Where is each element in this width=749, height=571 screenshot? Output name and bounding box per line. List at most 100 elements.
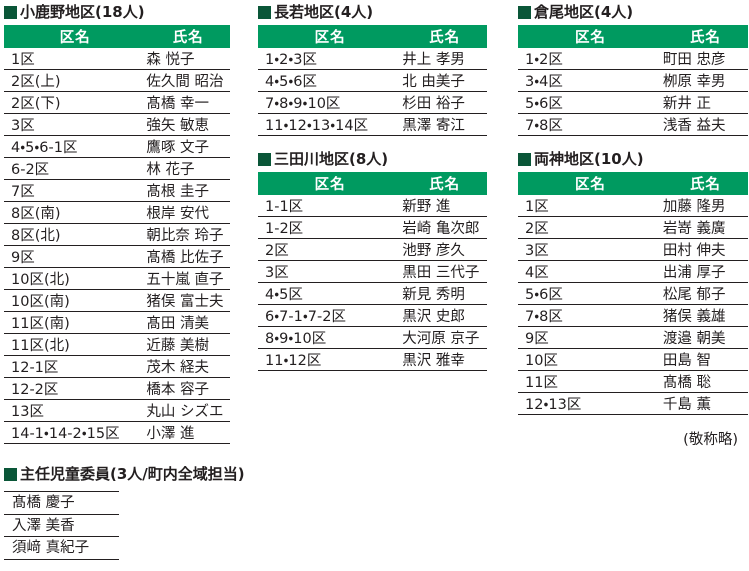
district-cell: 9区 xyxy=(4,245,147,268)
column-header-name: 氏名 xyxy=(402,172,487,195)
district-cell: 6・7-1・7-2区 xyxy=(258,304,403,327)
district-cell: 7区 xyxy=(4,179,147,202)
name-cell: 渡邉 朝美 xyxy=(662,326,748,349)
name-cell: 林 花子 xyxy=(146,157,230,180)
section-mitagawa: 三田川地区(8人) 区名 氏名 1-1区 新野 進 xyxy=(258,151,487,371)
district-cell: 7・8区 xyxy=(518,304,663,327)
chief-member-name: 入澤 美香 xyxy=(4,515,119,537)
district-cell: 1・2・3区 xyxy=(258,48,403,70)
square-bullet-icon xyxy=(518,6,531,19)
name-cell: 岩嵜 義廣 xyxy=(662,216,748,239)
name-cell: 千島 薫 xyxy=(662,392,748,415)
district-cell: 11・12・13・14区 xyxy=(258,113,403,136)
district-cell: 1・2区 xyxy=(518,48,663,70)
members-table-ogano: 区名 氏名 1区 森 悦子 2区(上) 佐久間 昭治 xyxy=(4,25,230,444)
section-nagawaka: 長若地区(4人) 区名 氏名 1・2・3区 井上 孝男 xyxy=(258,4,487,136)
section-heading: 三田川地区(8人) xyxy=(258,151,487,168)
section-ryokami: 両神地区(10人) 区名 氏名 1区 加藤 隆男 xyxy=(518,151,748,449)
table-header-row: 区名 氏名 xyxy=(518,172,748,195)
district-cell: 1-1区 xyxy=(258,195,403,217)
district-cell: 9区 xyxy=(518,326,663,349)
table-row: 4・5区 新見 秀明 xyxy=(258,282,487,305)
section-title: 倉尾地区(4人) xyxy=(534,3,634,21)
name-cell: 新見 秀明 xyxy=(402,282,487,305)
district-cell: 14-1・14-2・15区 xyxy=(4,421,147,444)
table-header-row: 区名 氏名 xyxy=(258,25,487,48)
name-cell: 橋本 容子 xyxy=(146,377,230,400)
chief-members-list: 髙橋 慶子 入澤 美香 須﨑 真紀子 xyxy=(4,491,119,560)
name-cell: 杉田 裕子 xyxy=(402,91,487,114)
district-cell: 3・4区 xyxy=(518,69,663,92)
name-cell: 茂木 経夫 xyxy=(146,355,230,378)
district-cell: 10区 xyxy=(518,348,663,371)
district-cell: 8区(北) xyxy=(4,223,147,246)
name-cell: 井上 孝男 xyxy=(402,48,487,70)
table-row: 5・6区 松尾 郁子 xyxy=(518,282,748,305)
section-heading: 小鹿野地区(18人) xyxy=(4,4,230,21)
table-row: 7・8・9・10区 杉田 裕子 xyxy=(258,91,487,114)
section-title: 三田川地区(8人) xyxy=(274,150,389,168)
district-cell: 4区 xyxy=(518,260,663,283)
square-bullet-icon xyxy=(4,468,17,481)
name-cell: 田島 智 xyxy=(662,348,748,371)
table-row: 8・9・10区 大河原 京子 xyxy=(258,326,487,349)
district-cell: 13区 xyxy=(4,399,147,422)
table-row: 2区 池野 彦久 xyxy=(258,238,487,261)
district-cell: 3区 xyxy=(258,260,403,283)
district-cell: 10区(北) xyxy=(4,267,147,290)
name-cell: 黒澤 寄江 xyxy=(402,113,487,136)
table-row: 2区 岩嵜 義廣 xyxy=(518,216,748,239)
name-cell: 岩崎 亀次郎 xyxy=(402,216,487,239)
name-cell: 佐久間 昭治 xyxy=(146,69,230,92)
table-row: 1-2区 岩崎 亀次郎 xyxy=(258,216,487,239)
table-row: 8区(北) 朝比奈 玲子 xyxy=(4,223,230,246)
column-right: 倉尾地区(4人) 区名 氏名 1・2区 町田 忠彦 xyxy=(518,4,748,449)
honorifics-omitted-note: (敬称略) xyxy=(683,432,738,448)
table-row: 3区 強矢 敏恵 xyxy=(4,113,230,136)
table-row: 1区 森 悦子 xyxy=(4,48,230,70)
table-row: 14-1・14-2・15区 小澤 進 xyxy=(4,421,230,444)
square-bullet-icon xyxy=(258,153,271,166)
section-title: 両神地区(10人) xyxy=(534,150,644,168)
members-table-ryokami: 区名 氏名 1区 加藤 隆男 2区 岩嵜 義廣 xyxy=(518,172,748,415)
name-cell: 森 悦子 xyxy=(146,48,230,70)
district-cell: 10区(南) xyxy=(4,289,147,312)
name-cell: 新井 正 xyxy=(662,91,748,114)
district-cell: 1区 xyxy=(4,48,147,70)
district-cell: 11区(南) xyxy=(4,311,147,334)
table-row: 3区 黒田 三代子 xyxy=(258,260,487,283)
district-cell: 4・5・6-1区 xyxy=(4,135,147,158)
section-kurao: 倉尾地区(4人) 区名 氏名 1・2区 町田 忠彦 xyxy=(518,4,748,136)
column-header-district: 区名 xyxy=(258,172,403,195)
members-table-kurao: 区名 氏名 1・2区 町田 忠彦 3・4区 栁原 幸男 xyxy=(518,25,748,136)
column-header-district: 区名 xyxy=(518,25,663,48)
district-cell: 1-2区 xyxy=(258,216,403,239)
district-cell: 5・6区 xyxy=(518,282,663,305)
district-cell: 7・8区 xyxy=(518,113,663,136)
table-row: 12・13区 千島 薫 xyxy=(518,392,748,415)
name-cell: 髙橋 比佐子 xyxy=(146,245,230,268)
column-header-name: 氏名 xyxy=(146,25,230,48)
district-cell: 12-2区 xyxy=(4,377,147,400)
district-cell: 7・8・9・10区 xyxy=(258,91,403,114)
table-row: 7・8区 浅香 益夫 xyxy=(518,113,748,136)
table-row: 1区 加藤 隆男 xyxy=(518,195,748,217)
name-cell: 田村 伸夫 xyxy=(662,238,748,261)
square-bullet-icon xyxy=(4,6,17,19)
name-cell: 猪俣 義雄 xyxy=(662,304,748,327)
name-cell: 強矢 敏恵 xyxy=(146,113,230,136)
table-row: 5・6区 新井 正 xyxy=(518,91,748,114)
name-cell: 丸山 シズエ xyxy=(146,399,230,422)
table-row: 12-1区 茂木 経夫 xyxy=(4,355,230,378)
name-cell: 池野 彦久 xyxy=(402,238,487,261)
name-cell: 出浦 厚子 xyxy=(662,260,748,283)
table-row: 2区(上) 佐久間 昭治 xyxy=(4,69,230,92)
column-header-name: 氏名 xyxy=(662,172,748,195)
name-cell: 新野 進 xyxy=(402,195,487,217)
table-row: 10区(北) 五十嵐 直子 xyxy=(4,267,230,290)
section-heading: 長若地区(4人) xyxy=(258,4,487,21)
table-row: 7区 髙根 圭子 xyxy=(4,179,230,202)
column-left: 小鹿野地区(18人) 区名 氏名 1区 森 悦子 xyxy=(4,4,245,560)
table-row: 9区 髙橋 比佐子 xyxy=(4,245,230,268)
